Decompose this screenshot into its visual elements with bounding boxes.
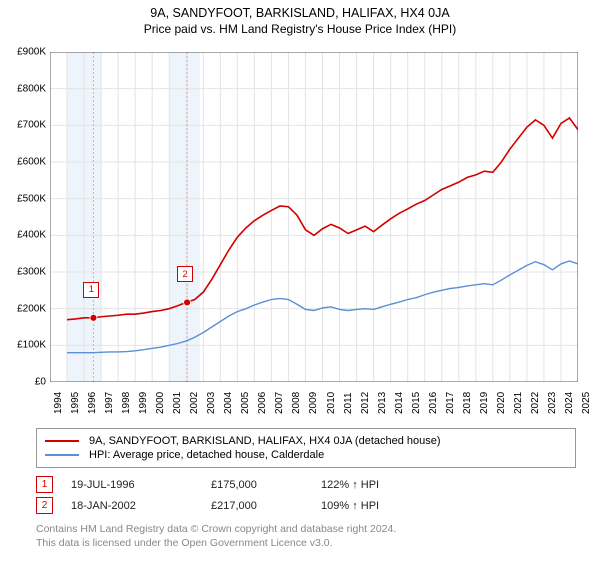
y-tick-label: £700K (0, 120, 46, 131)
sales-table: 1 19-JUL-1996£175,000122% ↑ HPI 2 18-JAN-20… (36, 476, 441, 518)
x-tick-label: 2022 (530, 392, 541, 414)
x-tick-label: 2013 (377, 392, 388, 414)
y-tick-label: £600K (0, 157, 46, 168)
legend-label: HPI: Average price, detached house, Cald… (89, 449, 324, 461)
x-tick-label: 2003 (206, 392, 217, 414)
sale-pct-vs-hpi: 122% ↑ HPI (321, 479, 441, 491)
legend-swatch (45, 454, 79, 456)
x-tick-label: 2015 (411, 392, 422, 414)
y-tick-label: £900K (0, 47, 46, 58)
chart-subtitle: Price paid vs. HM Land Registry's House … (0, 22, 600, 36)
legend-swatch (45, 440, 79, 442)
y-tick-label: £500K (0, 193, 46, 204)
x-tick-label: 2000 (155, 392, 166, 414)
chart-area: £0£100K£200K£300K£400K£500K£600K£700K£80… (50, 52, 578, 382)
x-tick-label: 2008 (291, 392, 302, 414)
sale-date: 18-JAN-2002 (71, 500, 211, 512)
x-tick-label: 2006 (257, 392, 268, 414)
x-tick-label: 1998 (121, 392, 132, 414)
attribution-line-2: This data is licensed under the Open Gov… (36, 536, 396, 550)
x-tick-label: 2020 (496, 392, 507, 414)
x-tick-label: 2023 (547, 392, 558, 414)
x-tick-label: 1999 (138, 392, 149, 414)
x-tick-label: 2010 (326, 392, 337, 414)
chart-svg (50, 52, 578, 382)
sale-date: 19-JUL-1996 (71, 479, 211, 491)
x-tick-label: 2014 (394, 392, 405, 414)
legend-row: 9A, SANDYFOOT, BARKISLAND, HALIFAX, HX4 … (45, 435, 567, 447)
x-tick-label: 1997 (104, 392, 115, 414)
y-tick-label: £300K (0, 267, 46, 278)
sales-table-row: 1 19-JUL-1996£175,000122% ↑ HPI (36, 476, 441, 493)
legend-row: HPI: Average price, detached house, Cald… (45, 449, 567, 461)
x-tick-label: 2001 (172, 392, 183, 414)
legend: 9A, SANDYFOOT, BARKISLAND, HALIFAX, HX4 … (36, 428, 576, 468)
sale-badge: 2 (36, 497, 53, 514)
x-tick-label: 2005 (240, 392, 251, 414)
sales-table-row: 2 18-JAN-2002£217,000109% ↑ HPI (36, 497, 441, 514)
y-tick-label: £0 (0, 377, 46, 388)
y-tick-label: £400K (0, 230, 46, 241)
chart-sale-marker: 1 (83, 282, 99, 298)
chart-container: 9A, SANDYFOOT, BARKISLAND, HALIFAX, HX4 … (0, 6, 600, 566)
sale-badge: 1 (36, 476, 53, 493)
attribution-line-1: Contains HM Land Registry data © Crown c… (36, 522, 396, 536)
x-tick-label: 2016 (428, 392, 439, 414)
legend-label: 9A, SANDYFOOT, BARKISLAND, HALIFAX, HX4 … (89, 435, 441, 447)
x-tick-label: 2007 (274, 392, 285, 414)
x-tick-label: 2002 (189, 392, 200, 414)
y-tick-label: £100K (0, 340, 46, 351)
sale-price: £217,000 (211, 500, 321, 512)
x-tick-label: 2004 (223, 392, 234, 414)
x-tick-label: 2017 (445, 392, 456, 414)
x-tick-label: 2019 (479, 392, 490, 414)
sale-pct-vs-hpi: 109% ↑ HPI (321, 500, 441, 512)
y-tick-label: £200K (0, 303, 46, 314)
chart-sale-marker: 2 (177, 266, 193, 282)
x-tick-label: 1996 (87, 392, 98, 414)
y-tick-label: £800K (0, 83, 46, 94)
x-tick-label: 1994 (53, 392, 64, 414)
attribution: Contains HM Land Registry data © Crown c… (36, 522, 396, 550)
x-tick-label: 2018 (462, 392, 473, 414)
x-tick-label: 2011 (343, 392, 354, 414)
x-tick-label: 2024 (564, 392, 575, 414)
x-tick-label: 2025 (581, 392, 592, 414)
sale-price: £175,000 (211, 479, 321, 491)
x-tick-label: 2012 (360, 392, 371, 414)
chart-title: 9A, SANDYFOOT, BARKISLAND, HALIFAX, HX4 … (0, 6, 600, 20)
x-tick-label: 1995 (70, 392, 81, 414)
x-tick-label: 2009 (308, 392, 319, 414)
x-tick-label: 2021 (513, 392, 524, 414)
